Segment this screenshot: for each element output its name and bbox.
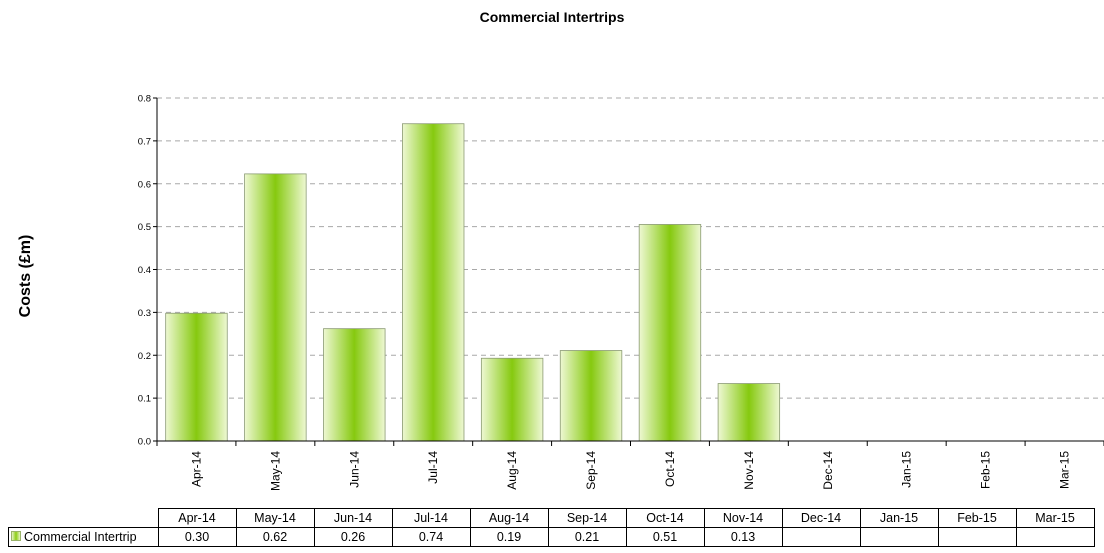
x-tick-label: Jan-15 (900, 451, 914, 488)
x-tick-label: Dec-14 (821, 451, 835, 490)
x-tick-label: Apr-14 (189, 451, 203, 487)
y-tick-label: 0.8 (138, 94, 151, 105)
legend-entry: Commercial Intertrip (8, 527, 159, 547)
data-table-value-cell: 0.13 (703, 527, 783, 547)
y-tick-label: 0.4 (138, 265, 151, 276)
data-table-value-cell (781, 527, 861, 547)
data-table-corner (9, 509, 159, 528)
data-table-header-cell: Sep-14 (547, 508, 627, 528)
x-tick-label: Aug-14 (505, 451, 519, 490)
bar (323, 328, 386, 442)
bar (480, 357, 544, 442)
data-table-value-cell: 0.30 (157, 527, 237, 547)
legend-label: Commercial Intertrip (24, 530, 137, 544)
data-table-header-cell: Jul-14 (391, 508, 471, 528)
data-table-value-cell: 0.74 (391, 527, 471, 547)
data-table-series-row: Commercial Intertrip 0.30 0.62 0.26 0.74 0.19… (8, 527, 1095, 547)
bar (559, 350, 623, 442)
data-table-value-cell: 0.19 (469, 527, 549, 547)
bar (244, 173, 307, 442)
data-table-value-cell: 0.21 (547, 527, 627, 547)
bar (402, 123, 465, 442)
bar-chart: 0.0 0.1 0.2 0.3 0.4 0.5 0.6 0.7 0.8 Apr-14 May-14 J… (138, 94, 1104, 491)
chart-title: Commercial Intertrips (479, 9, 625, 25)
data-table-header-cell: Jun-14 (313, 508, 393, 528)
data-table: Apr-14 May-14 Jun-14 Jul-14 Aug-14 Sep-14 Oct-… (8, 508, 1095, 547)
data-table-value-cell (937, 527, 1017, 547)
y-tick-label: 0.6 (138, 179, 151, 190)
y-tick-label: 0.3 (138, 308, 151, 319)
data-table-value-cell (1015, 527, 1095, 547)
data-table-header-cell: Dec-14 (781, 508, 861, 528)
x-tick-label: May-14 (268, 451, 282, 491)
data-table-header-cell: Nov-14 (703, 508, 783, 528)
data-table-header-cell: Feb-15 (937, 508, 1017, 528)
data-table-header-cell: Mar-15 (1015, 508, 1095, 528)
data-table-header-cell: May-14 (235, 508, 315, 528)
y-tick-label: 0.1 (138, 394, 151, 405)
bar (717, 383, 781, 442)
data-table-header-cell: Oct-14 (625, 508, 705, 528)
x-tick-label: Jul-14 (426, 451, 440, 484)
legend-swatch (11, 531, 21, 541)
data-table-value-cell: 0.51 (625, 527, 705, 547)
data-table-header-cell: Apr-14 (157, 508, 237, 528)
x-tick-label: Oct-14 (663, 451, 677, 487)
x-tick-label: Nov-14 (742, 451, 756, 490)
data-table-value-cell: 0.26 (313, 527, 393, 547)
gridlines (157, 97, 1104, 399)
y-tick-label: 0.2 (138, 351, 151, 362)
y-tick-label: 0.0 (138, 437, 151, 448)
x-tick-label: Jun-14 (347, 451, 361, 488)
data-table-header-cell: Aug-14 (469, 508, 549, 528)
data-table-value-cell (859, 527, 939, 547)
y-tick-label: 0.5 (138, 222, 151, 233)
y-tick-label: 0.7 (138, 136, 151, 147)
axes: 0.0 0.1 0.2 0.3 0.4 0.5 0.6 0.7 0.8 Apr-14 May-14 J… (138, 94, 1104, 491)
bars (165, 123, 781, 442)
bar (638, 224, 702, 442)
data-table-header-cell: Jan-15 (859, 508, 939, 528)
data-table-value-cell: 0.62 (235, 527, 315, 547)
bar (165, 312, 228, 442)
x-tick-label: Sep-14 (584, 451, 598, 490)
x-tick-label: Mar-15 (1058, 451, 1072, 489)
data-table-header-row: Apr-14 May-14 Jun-14 Jul-14 Aug-14 Sep-14 Oct-… (9, 508, 1095, 528)
x-tick-label: Feb-15 (979, 451, 993, 489)
